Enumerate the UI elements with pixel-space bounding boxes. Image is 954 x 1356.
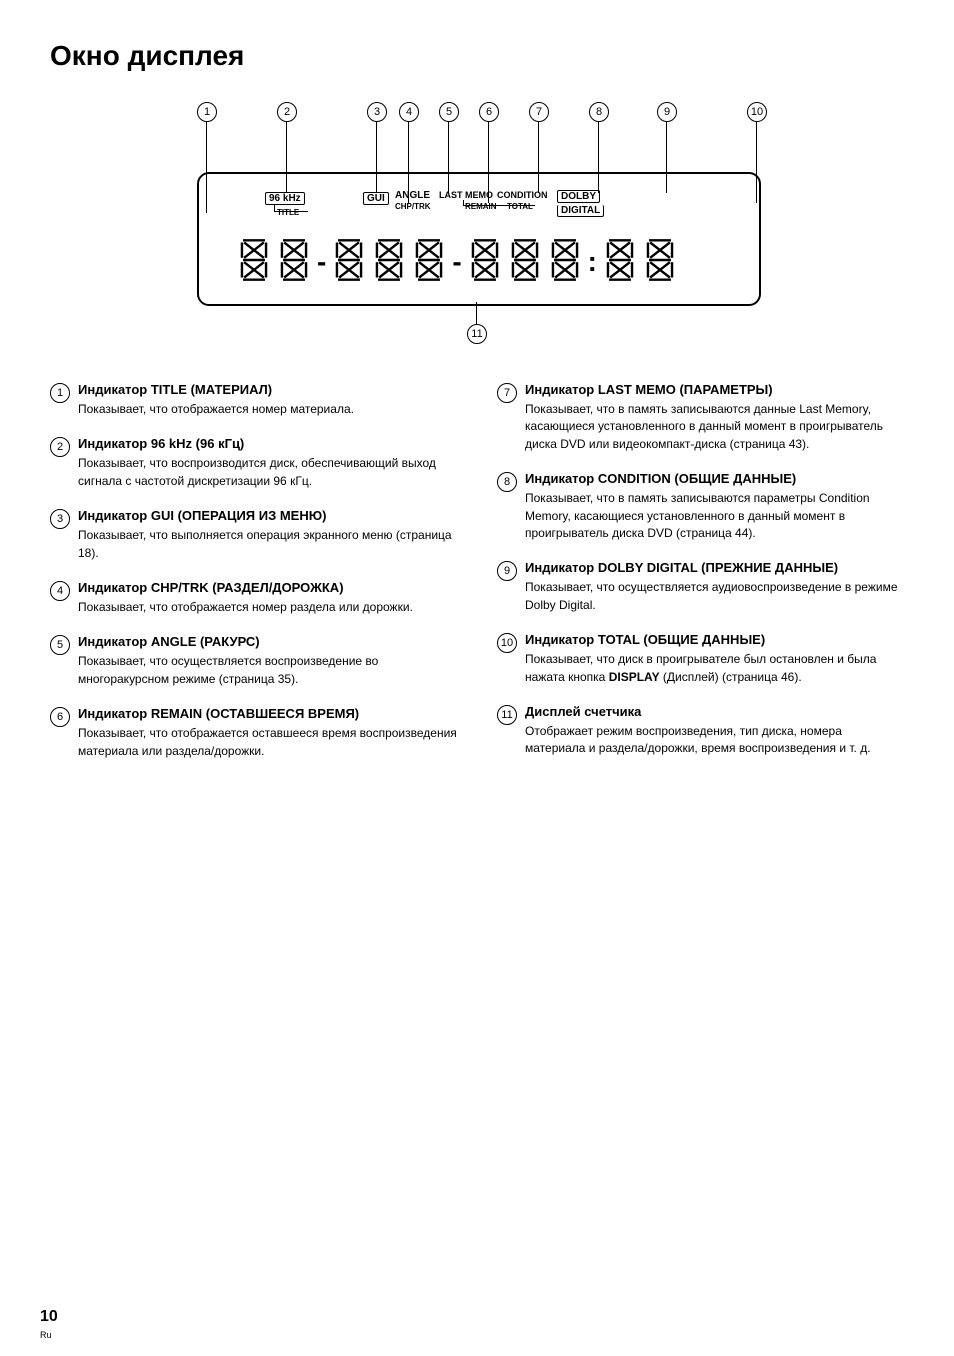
legend-title: Индикатор LAST MEMO (ПАРАМЕТРЫ) [525, 382, 904, 397]
legend-item-2: 2 Индикатор 96 kHz (96 кГц) Показывает, чт… [50, 436, 457, 490]
legend-title: Индикатор CHP/TRK (РАЗДЕЛ/ДОРОЖКА) [78, 580, 457, 595]
callout-7: 7 [529, 102, 549, 122]
legend-right-column: 7 Индикатор LAST MEMO (ПАРАМЕТРЫ) Показыва… [497, 382, 904, 778]
seven-seg-digit [468, 237, 502, 286]
indicator-angle: ANGLE [395, 190, 430, 201]
legend-desc: Показывает, что выполняется операция экр… [78, 527, 457, 562]
callout-4: 4 [399, 102, 419, 122]
legend-item-1: 1 Индикатор TITLE (МАТЕРИАЛ) Показывает, ч… [50, 382, 457, 418]
seven-seg-digit [332, 237, 366, 286]
seven-seg-digit [548, 237, 582, 286]
legend-num: 1 [50, 383, 70, 403]
legend-title: Индикатор 96 kHz (96 кГц) [78, 436, 457, 451]
legend-num: 6 [50, 707, 70, 727]
legend-title: Индикатор DOLBY DIGITAL (ПРЕЖНИЕ ДАННЫЕ) [525, 560, 904, 575]
legend-num: 2 [50, 437, 70, 457]
seven-seg-digit [508, 237, 542, 286]
legend-item-9: 9 Индикатор DOLBY DIGITAL (ПРЕЖНИЕ ДАННЫЕ… [497, 560, 904, 614]
seven-seg-digit [237, 237, 271, 286]
display-diagram: 1 2 3456 7 8 9 10 96 kHz TITLE GUI ANGLE CHP/T… [177, 102, 777, 342]
seven-seg-digit [372, 237, 406, 286]
legend-desc: Показывает, что отображается номер разде… [78, 599, 457, 616]
callout-1: 1 [197, 102, 217, 122]
legend-title: Дисплей счетчика [525, 704, 904, 719]
legend-desc: Показывает, что отображается номер матер… [78, 401, 457, 418]
legend-desc: Показывает, что в память записываются па… [525, 490, 904, 542]
legend-desc: Показывает, что воспроизводится диск, об… [78, 455, 457, 490]
indicator-gui: GUI [363, 192, 389, 205]
legend-num: 4 [50, 581, 70, 601]
legend-columns: 1 Индикатор TITLE (МАТЕРИАЛ) Показывает, ч… [50, 382, 904, 778]
legend-item-4: 4 Индикатор CHP/TRK (РАЗДЕЛ/ДОРОЖКА) Показ… [50, 580, 457, 616]
legend-desc: Показывает, что осуществляется воспроизв… [78, 653, 457, 688]
legend-num: 10 [497, 633, 517, 653]
legend-num: 8 [497, 472, 517, 492]
legend-title: Индикатор ANGLE (РАКУРС) [78, 634, 457, 649]
indicator-lastmemo: LAST MEMO [439, 190, 493, 200]
seven-seg-digit [643, 237, 677, 286]
legend-item-5: 5 Индикатор ANGLE (РАКУРС) Показывает, что… [50, 634, 457, 688]
counter-display: - [237, 237, 677, 286]
separator-dash: - [452, 239, 461, 285]
callout-3: 3 [367, 102, 387, 122]
legend-item-3: 3 Индикатор GUI (ОПЕРАЦИЯ ИЗ МЕНЮ) Показыв… [50, 508, 457, 562]
legend-item-8: 8 Индикатор CONDITION (ОБЩИЕ ДАННЫЕ) Показ… [497, 471, 904, 542]
legend-title: Индикатор TOTAL (ОБЩИЕ ДАННЫЕ) [525, 632, 904, 647]
legend-item-7: 7 Индикатор LAST MEMO (ПАРАМЕТРЫ) Показыва… [497, 382, 904, 453]
legend-desc: Показывает, что осуществляется аудиовосп… [525, 579, 904, 614]
callout-11: 11 [467, 324, 487, 344]
callout-8: 8 [589, 102, 609, 122]
indicator-96khz: 96 kHz [265, 192, 305, 205]
separator-colon: : [588, 239, 597, 285]
legend-left-column: 1 Индикатор TITLE (МАТЕРИАЛ) Показывает, ч… [50, 382, 457, 778]
indicator-digital: DIGITAL [557, 205, 604, 217]
legend-num: 7 [497, 383, 517, 403]
legend-title: Индикатор TITLE (МАТЕРИАЛ) [78, 382, 457, 397]
legend-num: 11 [497, 705, 517, 725]
seven-seg-digit [412, 237, 446, 286]
page-number: 10 [40, 1308, 58, 1326]
callout-6: 6 [479, 102, 499, 122]
legend-desc: Показывает, что отображается оставшееся … [78, 725, 457, 760]
indicator-condition: CONDITION [497, 190, 548, 200]
legend-title: Индикатор GUI (ОПЕРАЦИЯ ИЗ МЕНЮ) [78, 508, 457, 523]
legend-title: Индикатор CONDITION (ОБЩИЕ ДАННЫЕ) [525, 471, 904, 486]
indicator-total: TOTAL [507, 202, 533, 211]
legend-num: 9 [497, 561, 517, 581]
legend-desc: Показывает, что в память записываются да… [525, 401, 904, 453]
legend-desc: Показывает, что диск в проигрывателе был… [525, 651, 904, 686]
seven-seg-digit [277, 237, 311, 286]
legend-item-10: 10 Индикатор TOTAL (ОБЩИЕ ДАННЫЕ) Показыва… [497, 632, 904, 686]
legend-num: 5 [50, 635, 70, 655]
legend-item-11: 11 Дисплей счетчика Отображает режим воспр… [497, 704, 904, 758]
callout-10: 10 [747, 102, 767, 122]
indicator-chptrk: CHP/TRK [395, 202, 431, 211]
seven-seg-digit [603, 237, 637, 286]
indicator-dolby: DOLBY [557, 190, 600, 203]
legend-num: 3 [50, 509, 70, 529]
callout-2: 2 [277, 102, 297, 122]
page-lang: Ru [40, 1330, 52, 1340]
callout-9: 9 [657, 102, 677, 122]
legend-title: Индикатор REMAIN (ОСТАВШЕЕСЯ ВРЕМЯ) [78, 706, 457, 721]
page-title: Окно дисплея [50, 40, 904, 72]
legend-desc: Отображает режим воспроизведения, тип ди… [525, 723, 904, 758]
separator-dash: - [317, 239, 326, 285]
indicator-title: TITLE [277, 208, 299, 217]
callout-5: 5 [439, 102, 459, 122]
legend-item-6: 6 Индикатор REMAIN (ОСТАВШЕЕСЯ ВРЕМЯ) Пока… [50, 706, 457, 760]
indicator-remain: REMAIN [465, 202, 497, 211]
